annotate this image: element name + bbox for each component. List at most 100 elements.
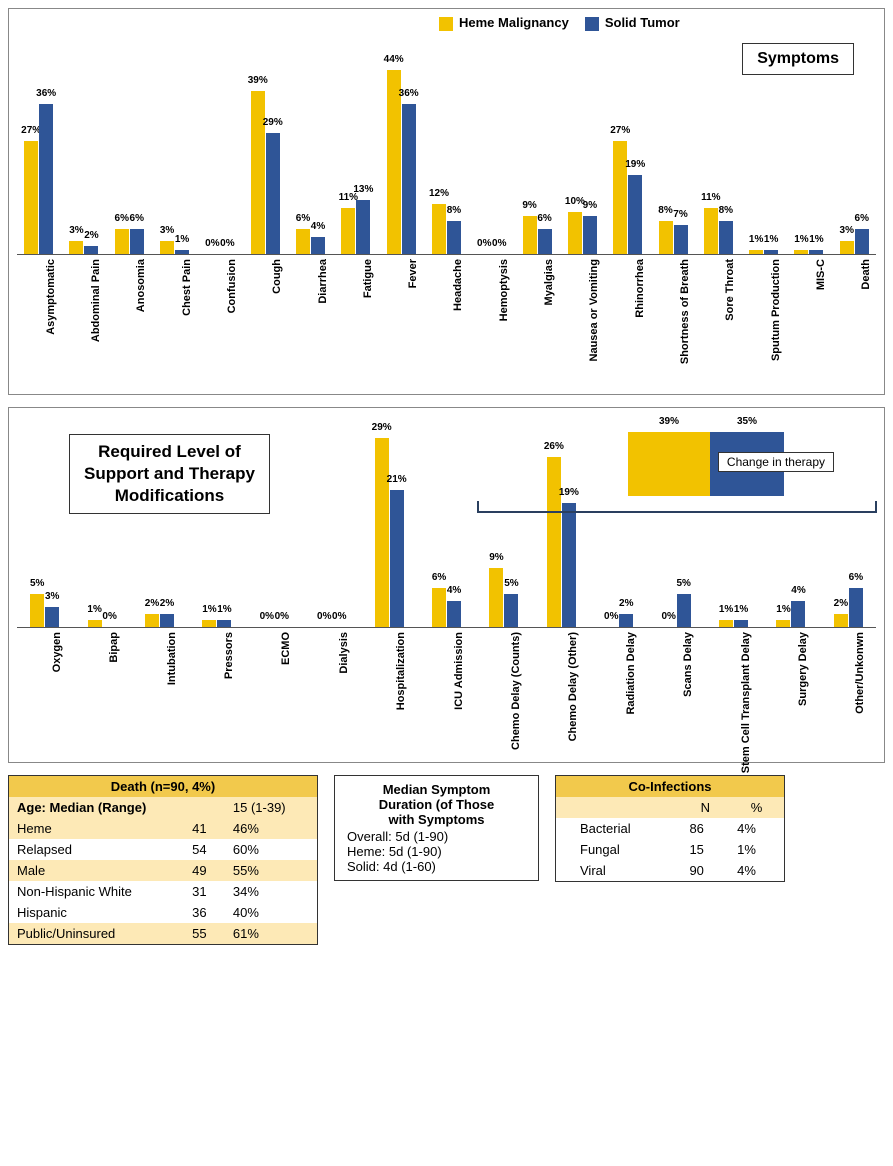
bar-value-label: 1% [749,234,763,245]
bar-solid: 8% [719,221,733,254]
bar-group: 0%0% [247,418,302,627]
bar-heme: 11% [704,208,718,254]
category-label: Diarrhea [289,259,332,394]
change-bar-label: 35% [737,416,757,427]
bar-group: 3%1% [153,45,196,254]
bar-value-label: 39% [248,75,268,86]
bar-value-label: 2% [619,598,633,609]
bar-value-label: 6% [296,213,310,224]
death-row-n: 54 [184,839,225,860]
bar-group: 0%0% [198,45,241,254]
bar-value-label: 8% [658,205,672,216]
bar-value-label: 29% [372,422,392,433]
chart2-labels: OxygenBipapIntubationPressorsECMODialysi… [17,632,876,762]
median-lines: Overall: 5d (1-90)Heme: 5d (1-90)Solid: … [347,829,526,874]
bar-solid: 5% [504,594,518,627]
bar-solid: 2% [160,614,174,627]
bar-value-label: 1% [809,234,823,245]
category-label: ECMO [247,632,302,762]
median-title-line: with Symptoms [347,812,526,827]
median-title: Median SymptomDuration (of Thosewith Sym… [347,782,526,827]
bar-group: 1%1% [189,418,244,627]
bar-group: 1%0% [74,418,129,627]
bar-value-label: 2% [145,598,159,609]
category-label: Myalgias [515,259,558,394]
bar-value-label: 2% [160,598,174,609]
bar-group: 9% 5% [476,418,531,627]
category-label: Other/Unkonwn [821,632,876,762]
coinf-row: Bacterial864% [556,818,785,839]
bar-group: 11%8% [697,45,740,254]
bar-value-label: 6% [130,213,144,224]
bar-group: 27%19% [606,45,649,254]
bar-solid: 1% [175,250,189,254]
category-label: Intubation [132,632,187,762]
death-row: Male4955% [9,860,318,881]
bar-value-label: 9% [489,552,503,563]
bar-heme: 1% [719,620,733,627]
death-row-label: Public/Uninsured [9,923,185,945]
coinf-pct: 4% [729,818,784,839]
median-line: Solid: 4d (1-60) [347,859,526,874]
bar-value-label: 1% [217,604,231,615]
bar-solid: 2% [619,614,633,627]
bar-heme: 8% [659,221,673,254]
legend-label-solid: Solid Tumor [605,15,680,30]
bar-group: 2%2% [132,418,187,627]
bar-value-label: 5% [676,578,690,589]
category-label: Asymptomatic [17,259,60,394]
death-row-n: 36 [184,902,225,923]
bar-value-label: 0% [332,611,346,622]
bar-group: 8%7% [651,45,694,254]
bar-value-label: 1% [87,604,101,615]
bar-value-label: 13% [353,184,373,195]
bar-heme: 5% [30,594,44,627]
bar-group: 11%13% [334,45,377,254]
category-label: Death [833,259,876,394]
bar-value-label: 11% [701,192,720,203]
bar-value-label: 4% [447,585,461,596]
death-row-pct: 40% [225,902,318,923]
bar-solid: 7% [674,225,688,254]
bar-group: 1%1% [787,45,830,254]
bar-group: 3%6% [833,45,876,254]
change-bar-label: 39% [659,416,679,427]
coinf-col-2: % [729,797,784,818]
bar-solid: 1% [764,250,778,254]
category-label: Fatigue [334,259,377,394]
bar-solid: 8% [447,221,461,254]
bar-group: 5%3% [17,418,72,627]
bar-solid: 6% [855,229,869,254]
legend-item-heme: Heme Malignancy [439,15,569,31]
bar-value-label: 2% [834,598,848,609]
bar-value-label: 1% [719,604,733,615]
bar-value-label: 9% [583,200,597,211]
bar-value-label: 29% [263,117,283,128]
category-label: Nausea or Vomiting [561,259,604,394]
category-label: MIS-C [787,259,830,394]
death-row: Relapsed5460% [9,839,318,860]
death-row-pct: 61% [225,923,318,945]
bar-heme: 29% [375,438,389,627]
category-label: ICU Admission [419,632,474,762]
bar-value-label: 0% [102,611,116,622]
bar-heme: 1% [749,250,763,254]
category-label: Chemo Delay (Counts) [476,632,531,762]
bar-value-label: 19% [559,487,579,498]
bar-solid: 36% [402,104,416,254]
bar-value-label: 0% [275,611,289,622]
bar-value-label: 6% [115,213,129,224]
bar-solid: 6% [849,588,863,627]
death-row-pct: 60% [225,839,318,860]
bar-group: 6%4% [289,45,332,254]
death-row-label: Male [9,860,185,881]
bar-value-label: 27% [610,125,630,136]
change-in-therapy-bracket [477,501,877,513]
bar-solid: 1% [734,620,748,627]
bar-heme: 12% [432,204,446,254]
death-age-value: 15 (1-39) [225,797,318,818]
bar-value-label: 27% [21,125,41,136]
bar-solid: 5% [677,594,691,627]
coinf-row: Fungal151% [556,839,785,860]
death-row-pct: 55% [225,860,318,881]
